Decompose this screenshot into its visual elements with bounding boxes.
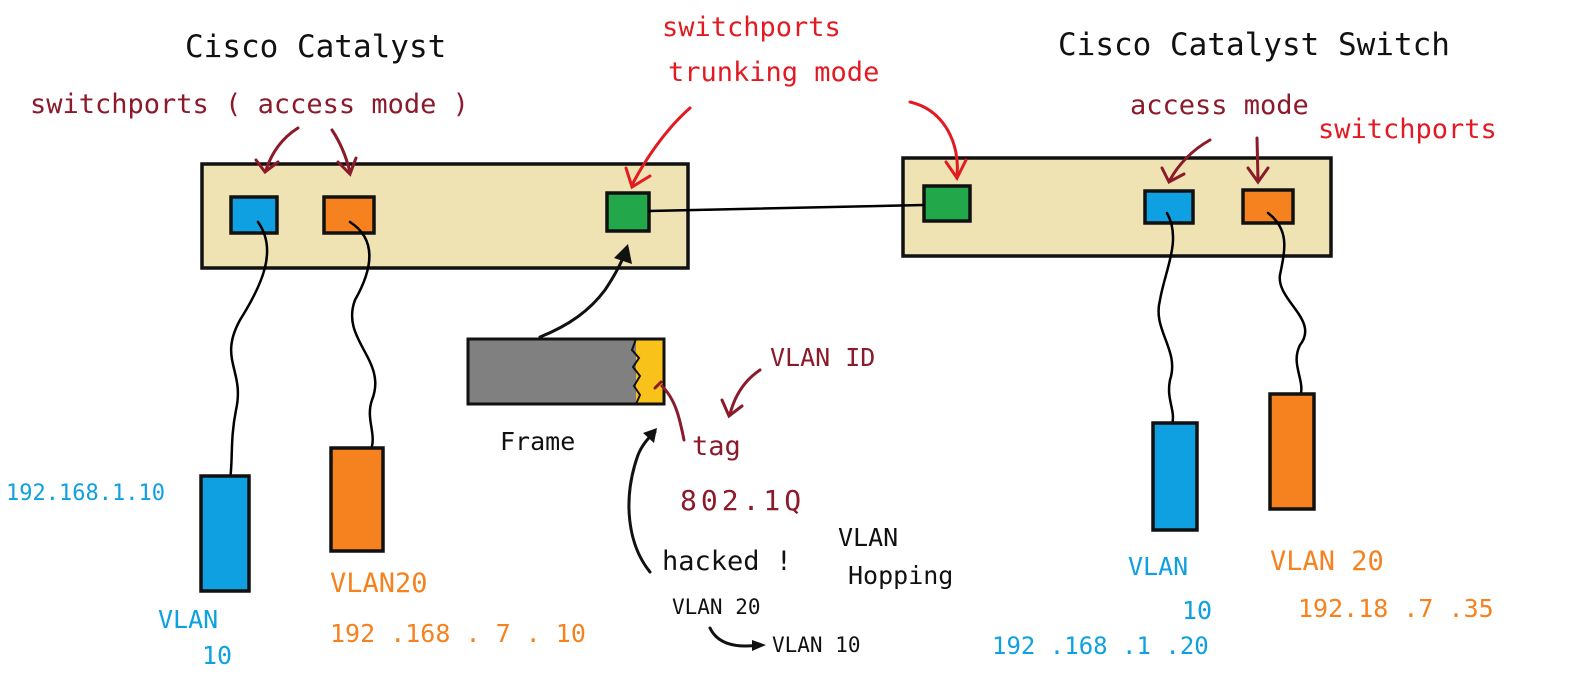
frame-tag-jagged-edge [630,338,642,405]
right-switch-trunk-port [922,184,972,223]
left-vlan10-ip: 192.168.1.10 [6,481,165,506]
arrow-frame-to-trunk [538,248,628,339]
right-switch-title: Cisco Catalyst Switch [1058,27,1450,63]
right-vlan10-label-line2: 10 [1182,596,1212,625]
arrow-tag-pointer [660,384,686,442]
cable-right-vlan10 [1157,211,1175,427]
arrows [254,100,1270,651]
host-left-vlan10 [199,474,251,593]
frame-label: Frame [500,427,575,456]
left-switch-trunk-port [605,191,651,233]
host-right-vlan10 [1151,421,1199,532]
arrow-access-port1-head [254,158,280,175]
arrow-right-access-port2 [1255,136,1260,182]
right-vlan10-label-line1: VLAN [1128,552,1188,581]
arrow-access-port2-head [336,156,358,177]
cable-left-vlan20 [348,220,377,454]
vlan-hopping-label-line1: VLAN [838,523,898,552]
arrow-hacked-head [643,428,657,443]
left-switch-port-vlan20 [322,195,376,235]
arrow-right-access-port1 [1168,138,1212,182]
arrow-trunk-left-head [624,166,652,190]
labels: Cisco Catalyst switchports ( access mode… [6,12,1497,670]
left-switch-title: Cisco Catalyst [185,29,446,65]
arrow-hacked [627,430,657,574]
arrow-vlan20-to-vlan10-head [752,640,766,651]
host-right-vlan20 [1268,392,1316,511]
vlan-id-label: VLAN ID [770,343,875,372]
arrow-tag-pointer-tip [653,380,663,390]
trunk-note-line1: switchports [662,12,841,43]
arrow-right-access-port1-head [1160,166,1186,185]
right-switch-port-vlan20 [1241,188,1295,225]
arrow-vlan-id-head [720,398,744,419]
to-vlan-label: VLAN 10 [772,633,861,657]
vlan-hopping-label-line2: Hopping [848,561,953,590]
left-switch-port-note: switchports ( access mode ) [30,89,469,120]
left-vlan20-ip: 192 .168 . 7 . 10 [330,619,586,648]
arrow-access-port2 [330,128,352,174]
right-switch-port-note-line2: switchports [1318,114,1497,145]
arrow-trunk-left [630,106,692,187]
arrow-vlan-id [728,368,762,416]
hacked-label: hacked ! [662,546,792,577]
right-switch-port-vlan10 [1143,189,1195,225]
trunk-link [647,203,926,213]
tagged-frame [466,337,666,406]
right-switch [901,156,1333,258]
left-switch [200,162,690,270]
cable-right-vlan20 [1266,211,1307,400]
dot1q-label: 802.1Q [680,484,805,517]
from-vlan-label: VLAN 20 [672,595,761,619]
left-vlan10-label-line1: VLAN [158,605,218,634]
arrow-right-access-port2-head [1246,166,1270,185]
right-switch-port-note-line1: access mode [1130,90,1309,121]
arrow-frame-to-trunk-head [614,244,632,264]
arrow-trunk-right-head [944,158,968,181]
arrow-trunk-right [908,100,959,177]
tag-label: tag [692,431,741,462]
left-vlan20-label: VLAN20 [330,568,428,599]
frame-outline [466,337,666,406]
left-switch-port-vlan10 [229,195,279,235]
arrow-access-port1 [264,126,300,172]
right-vlan20-label: VLAN 20 [1270,546,1384,577]
right-vlan10-ip: 192 .168 .1 .20 [992,632,1209,660]
left-vlan10-label-line2: 10 [202,641,232,670]
frame-body [468,339,636,404]
frame-tag [636,339,664,404]
host-left-vlan20 [329,446,385,553]
trunk-note-line2: trunking mode [668,57,879,88]
right-vlan20-ip: 192.18 .7 .35 [1298,594,1494,623]
cable-left-vlan10 [228,220,269,482]
